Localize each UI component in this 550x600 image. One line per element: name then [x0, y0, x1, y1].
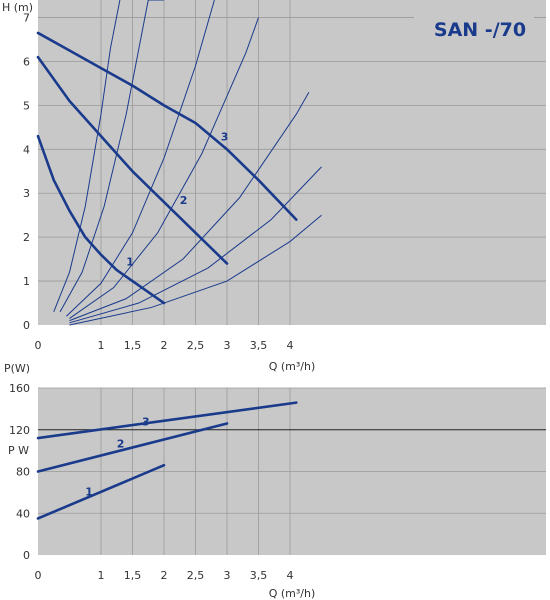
- series-line-3: [36, 31, 298, 221]
- series-label-2: 2: [180, 194, 188, 207]
- x-tick-label: 4: [287, 569, 294, 582]
- system-curve: [69, 17, 259, 319]
- series-label-1: 1: [126, 256, 134, 269]
- x-tick-label: 0: [35, 569, 42, 582]
- x-tick-label: 1,5: [124, 339, 142, 352]
- series-line-2: [36, 422, 229, 473]
- x-tick-label: 0: [35, 339, 42, 352]
- x-tick-label: 3,5: [250, 339, 268, 352]
- power-x-ticks: 0 1 1,5 2 2,5 3 3,5 4: [35, 569, 294, 582]
- y-tick-label: 3: [23, 187, 30, 200]
- series-line-3: [36, 401, 298, 440]
- head-system-curves: [53, 0, 322, 326]
- system-curve: [69, 166, 322, 324]
- x-tick-label: 1: [98, 339, 105, 352]
- x-tick-label: 2: [161, 339, 168, 352]
- head-y-axis-label: H (m): [2, 1, 33, 14]
- x-tick-label: 2,5: [187, 569, 205, 582]
- head-series: 1 2 3: [36, 31, 298, 305]
- y-tick-label: 0: [23, 319, 30, 332]
- title-box: [414, 10, 534, 48]
- y-tick-label: 40: [16, 507, 30, 520]
- power-inner-axis-label: P W: [8, 444, 29, 457]
- y-tick-label: 6: [23, 55, 30, 68]
- x-tick-label: 3: [224, 339, 231, 352]
- power-series: 1 2 3: [36, 401, 298, 520]
- y-tick-label: 80: [16, 466, 30, 479]
- head-plot-area: [38, 0, 546, 325]
- x-tick-label: 3,5: [250, 569, 268, 582]
- system-curve: [66, 0, 215, 317]
- series-label-1: 1: [85, 486, 93, 499]
- head-grid: [38, 0, 546, 325]
- series-line-2: [36, 55, 229, 265]
- x-tick-label: 4: [287, 339, 294, 352]
- head-chart-title: SAN -/70: [434, 19, 526, 41]
- power-x-axis-label: Q (m³/h): [269, 587, 316, 600]
- series-label-3: 3: [142, 416, 150, 429]
- x-tick-label: 3: [224, 569, 231, 582]
- series-line-1: [36, 134, 166, 305]
- y-tick-label: 160: [9, 382, 30, 395]
- y-tick-label: 2: [23, 231, 30, 244]
- head-chart: 1 2 3 0 1 1,5 2 2,5 3 3,5 4 0 1 2 3 4 5 6 7 SAN -/70 H (…: [2, 0, 546, 373]
- system-curve: [53, 0, 121, 313]
- head-x-ticks: 0 1 1,5 2 2,5 3 3,5 4: [35, 339, 294, 352]
- series-label-3: 3: [221, 131, 229, 144]
- y-tick-label: 5: [23, 99, 30, 112]
- x-tick-label: 2: [161, 569, 168, 582]
- y-tick-label: 0: [23, 549, 30, 562]
- x-tick-label: 2,5: [187, 339, 205, 352]
- system-curve: [69, 214, 322, 326]
- y-tick-label: 1: [23, 275, 30, 288]
- y-tick-label: 120: [9, 424, 30, 437]
- head-y-ticks: 0 1 2 3 4 5 6 7: [23, 12, 30, 332]
- power-y-ticks: 0 40 80 120 160: [9, 382, 30, 562]
- y-tick-label: 7: [23, 12, 30, 25]
- x-tick-label: 1: [98, 569, 105, 582]
- x-tick-label: 1,5: [124, 569, 142, 582]
- system-curve: [59, 0, 164, 313]
- system-curve: [69, 91, 310, 322]
- power-y-axis-label: P(W): [4, 362, 30, 375]
- series-line-1: [36, 463, 166, 520]
- series-label-2: 2: [117, 437, 125, 450]
- head-x-axis-label: Q (m³/h): [269, 360, 316, 373]
- power-grid: [38, 387, 546, 555]
- y-tick-label: 4: [23, 143, 30, 156]
